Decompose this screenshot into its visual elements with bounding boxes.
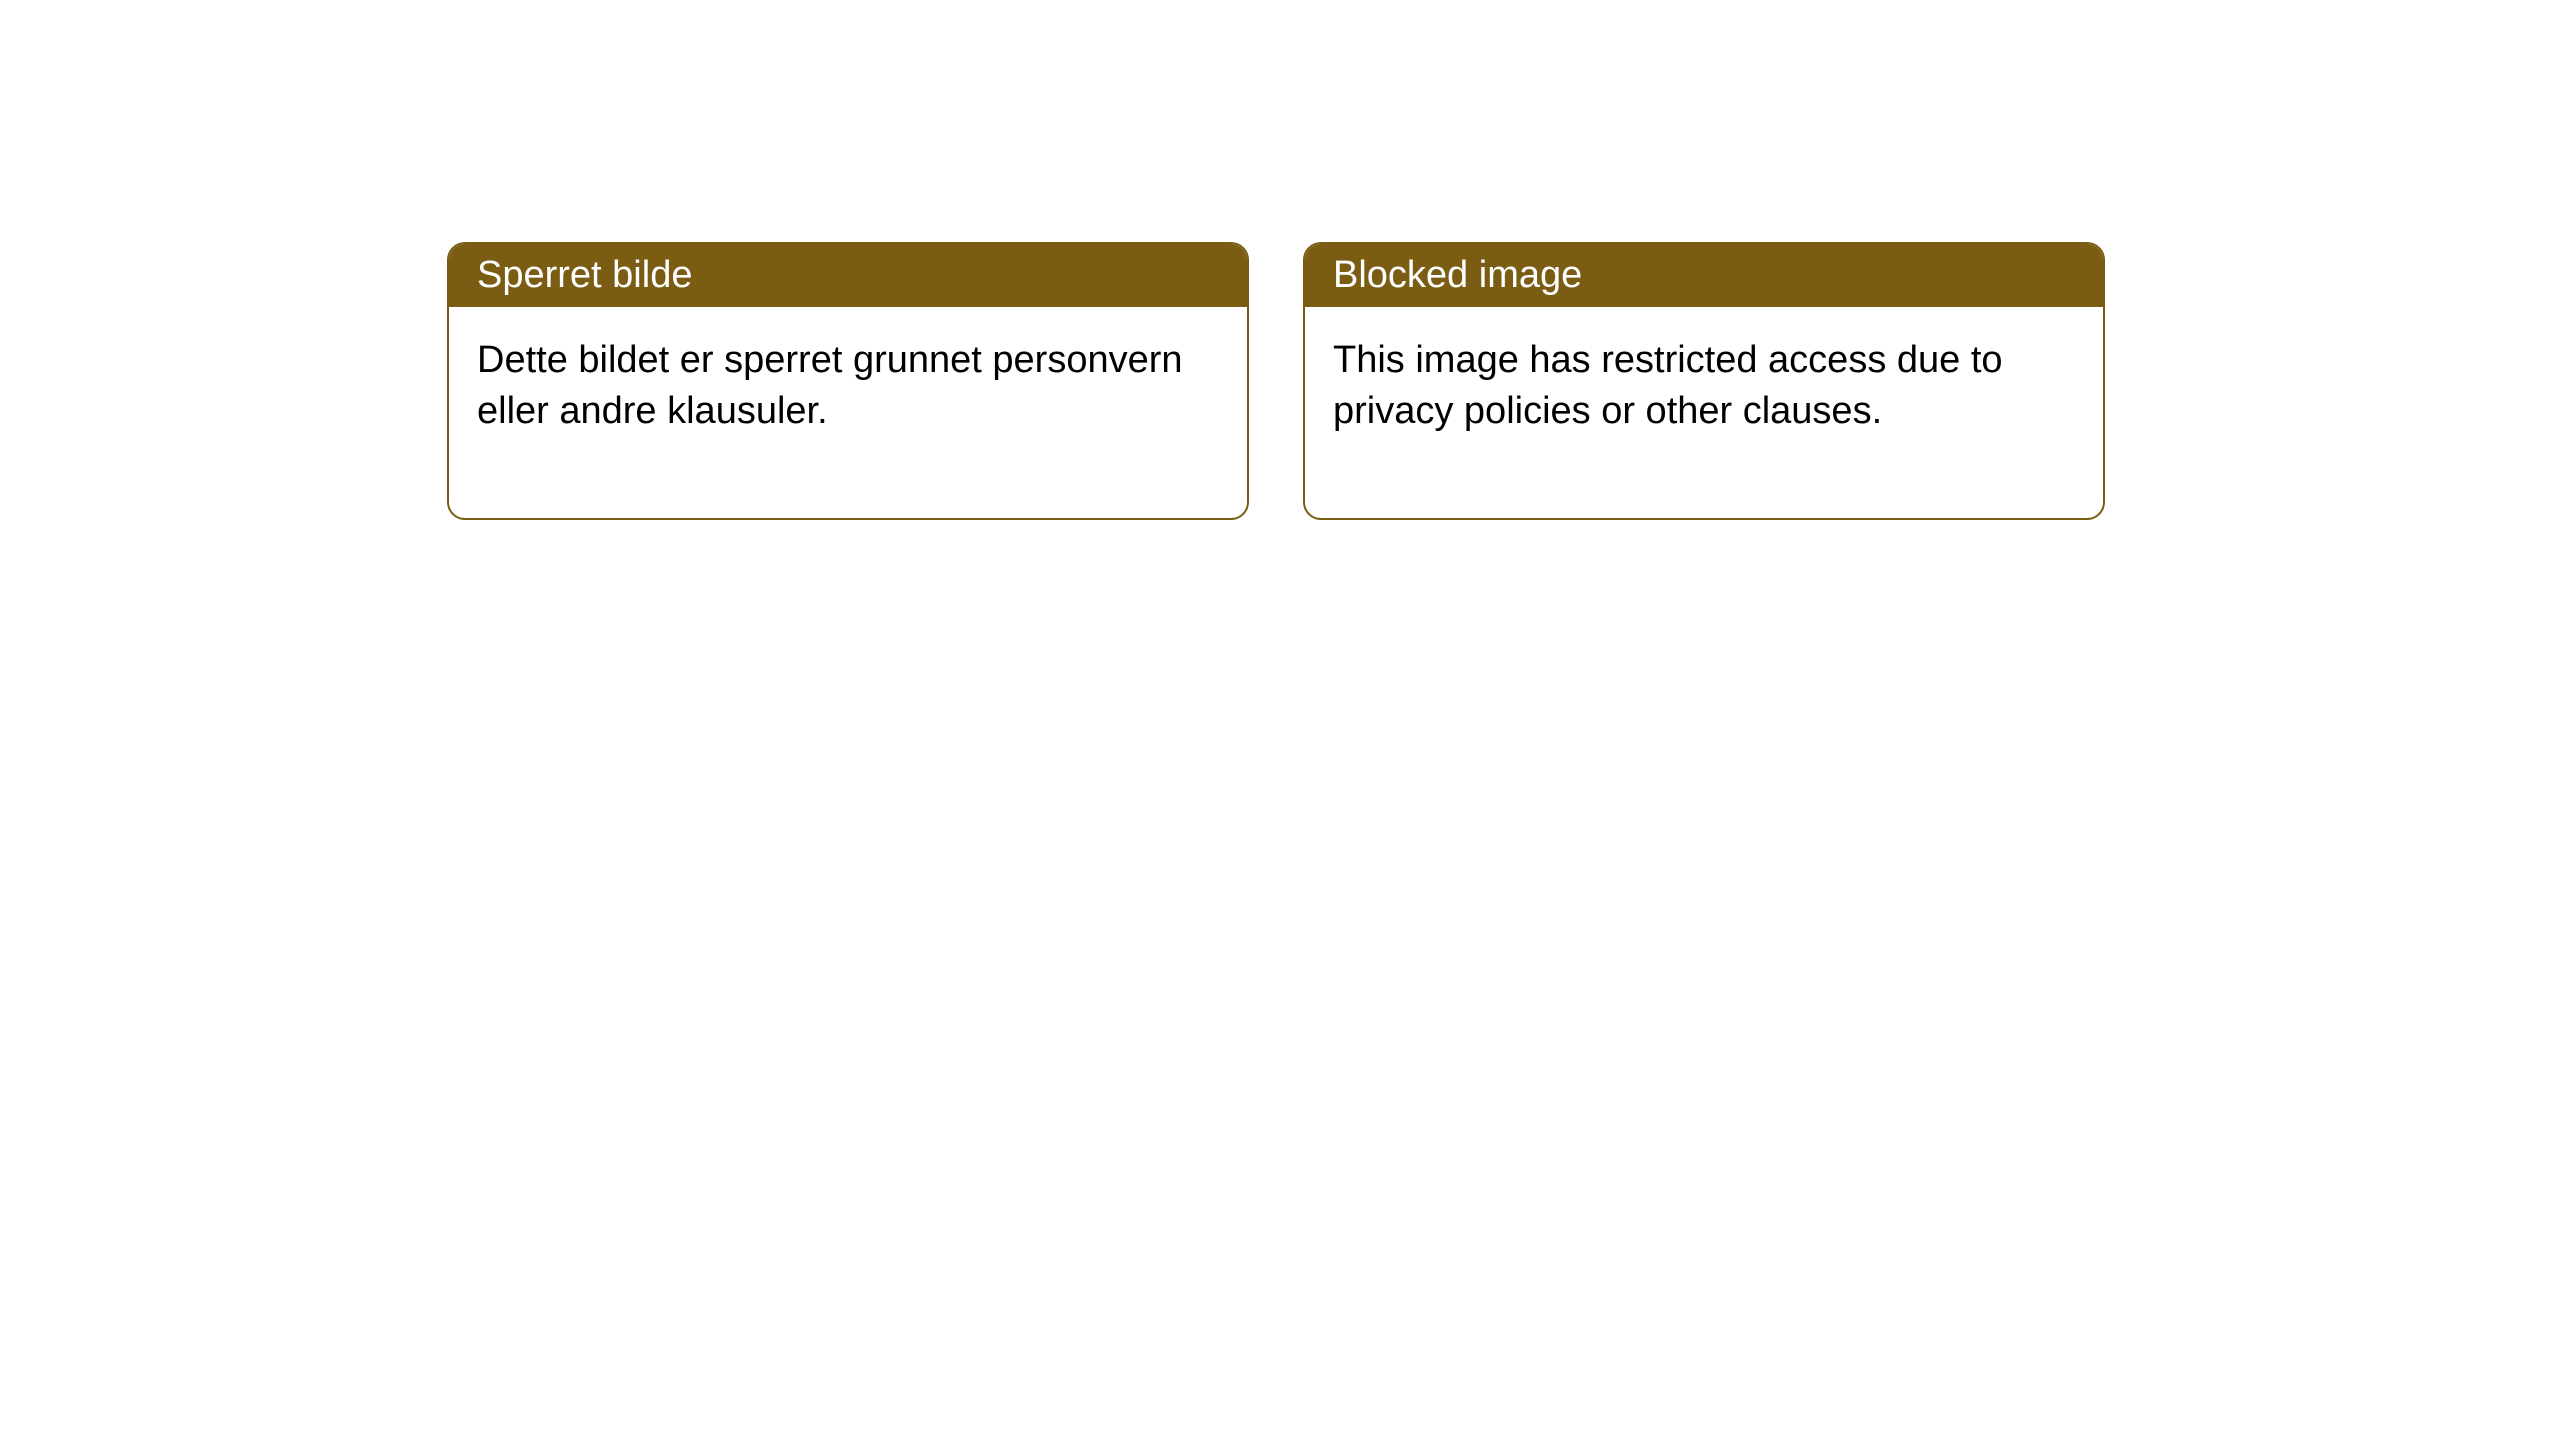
notice-header-en: Blocked image (1305, 244, 2103, 307)
notice-card-no: Sperret bilde Dette bildet er sperret gr… (447, 242, 1249, 520)
notice-container: Sperret bilde Dette bildet er sperret gr… (0, 0, 2560, 520)
notice-header-no: Sperret bilde (449, 244, 1247, 307)
notice-card-en: Blocked image This image has restricted … (1303, 242, 2105, 520)
notice-body-no: Dette bildet er sperret grunnet personve… (449, 307, 1247, 518)
notice-body-en: This image has restricted access due to … (1305, 307, 2103, 518)
